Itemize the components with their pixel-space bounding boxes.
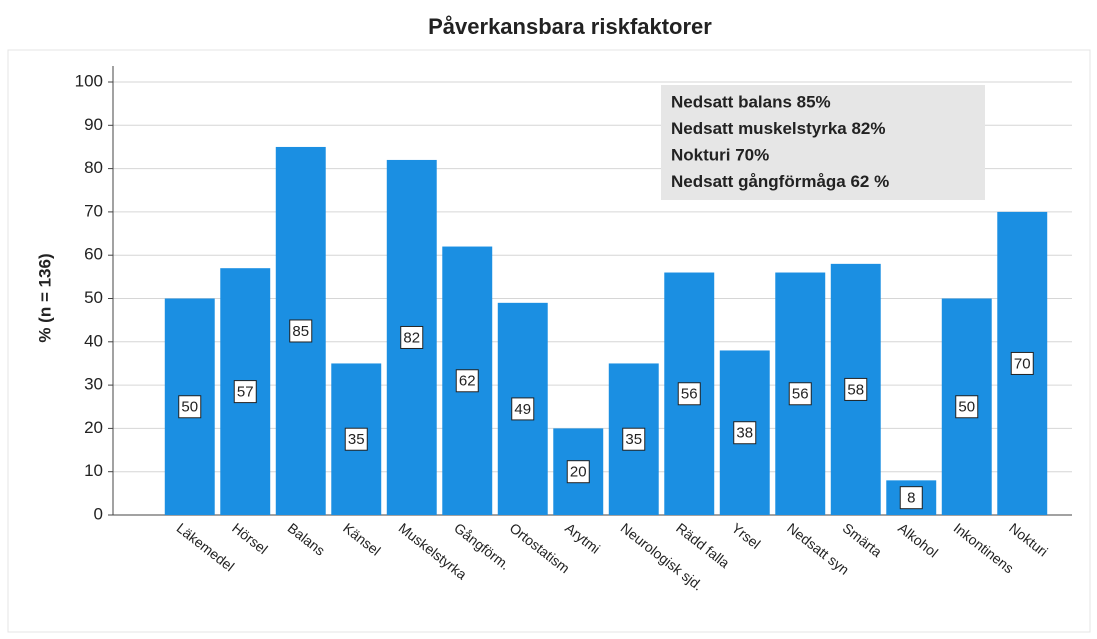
value-label: 58 bbox=[847, 381, 864, 398]
x-tick-label: Känsel bbox=[340, 520, 384, 559]
value-label-box bbox=[233, 380, 257, 404]
y-tick-label: 30 bbox=[84, 375, 103, 394]
value-label: 49 bbox=[514, 401, 531, 418]
value-label: 50 bbox=[958, 399, 975, 416]
value-label-box bbox=[400, 325, 424, 349]
chart-title: Påverkansbara riskfaktorer bbox=[428, 14, 712, 39]
value-label: 50 bbox=[181, 399, 198, 416]
value-label-box bbox=[677, 382, 701, 406]
value-label: 35 bbox=[348, 431, 365, 448]
chart-frame bbox=[7, 49, 1091, 633]
value-label: 56 bbox=[681, 386, 698, 403]
y-tick-label: 50 bbox=[84, 288, 103, 307]
y-tick-label: 20 bbox=[84, 418, 103, 437]
annotation-text: Nedsatt balans 85% bbox=[671, 92, 831, 111]
value-label-box bbox=[788, 382, 812, 406]
x-tick-label: Arytmi bbox=[562, 520, 603, 557]
y-tick-label: 40 bbox=[84, 331, 103, 350]
value-label-box bbox=[844, 377, 868, 401]
x-tick-label: Inkontinens bbox=[951, 520, 1017, 577]
value-label: 56 bbox=[792, 386, 809, 403]
x-tick-label: Ortostatism bbox=[507, 520, 573, 577]
value-label-box bbox=[733, 421, 757, 445]
x-tick-label: Hörsel bbox=[229, 520, 271, 558]
value-label-box bbox=[511, 397, 535, 421]
value-label-box bbox=[1010, 351, 1034, 375]
value-label: 62 bbox=[459, 373, 476, 390]
x-tick-label: Nokturi bbox=[1006, 520, 1051, 560]
value-label: 38 bbox=[736, 425, 753, 442]
y-axis-label: % (n = 136) bbox=[35, 253, 54, 342]
x-tick-label: Balans bbox=[285, 520, 329, 559]
value-label: 20 bbox=[570, 464, 587, 481]
value-label: 85 bbox=[292, 323, 309, 340]
x-tick-label: Yrsel bbox=[729, 520, 764, 552]
annotation-text: Nokturi 70% bbox=[671, 145, 769, 164]
value-label-box bbox=[566, 460, 590, 484]
value-label: 70 bbox=[1014, 355, 1031, 372]
x-tick-label: Läkemedel bbox=[174, 520, 238, 575]
y-tick-label: 100 bbox=[75, 71, 103, 90]
y-tick-label: 90 bbox=[84, 115, 103, 134]
annotation-box bbox=[661, 85, 985, 200]
value-label-box bbox=[289, 319, 313, 343]
value-label: 82 bbox=[403, 329, 420, 346]
value-label-box bbox=[622, 427, 646, 451]
annotation-text: Nedsatt muskelstyrka 82% bbox=[671, 119, 886, 138]
annotation-text: Nedsatt gångförmåga 62 % bbox=[671, 172, 889, 191]
value-label: 35 bbox=[625, 431, 642, 448]
value-label-box bbox=[344, 427, 368, 451]
y-tick-label: 70 bbox=[84, 201, 103, 220]
x-tick-label: Alkohol bbox=[895, 520, 941, 561]
y-tick-label: 10 bbox=[84, 461, 103, 480]
y-tick-label: 60 bbox=[84, 245, 103, 264]
value-label: 8 bbox=[907, 490, 915, 507]
value-label-box bbox=[899, 486, 923, 510]
value-label: 57 bbox=[237, 384, 254, 401]
y-tick-label: 0 bbox=[94, 504, 103, 523]
x-tick-label: Smärta bbox=[840, 520, 886, 561]
value-label-box bbox=[955, 395, 979, 419]
y-tick-label: 80 bbox=[84, 158, 103, 177]
value-label-box bbox=[455, 369, 479, 393]
value-label-box bbox=[178, 395, 202, 419]
